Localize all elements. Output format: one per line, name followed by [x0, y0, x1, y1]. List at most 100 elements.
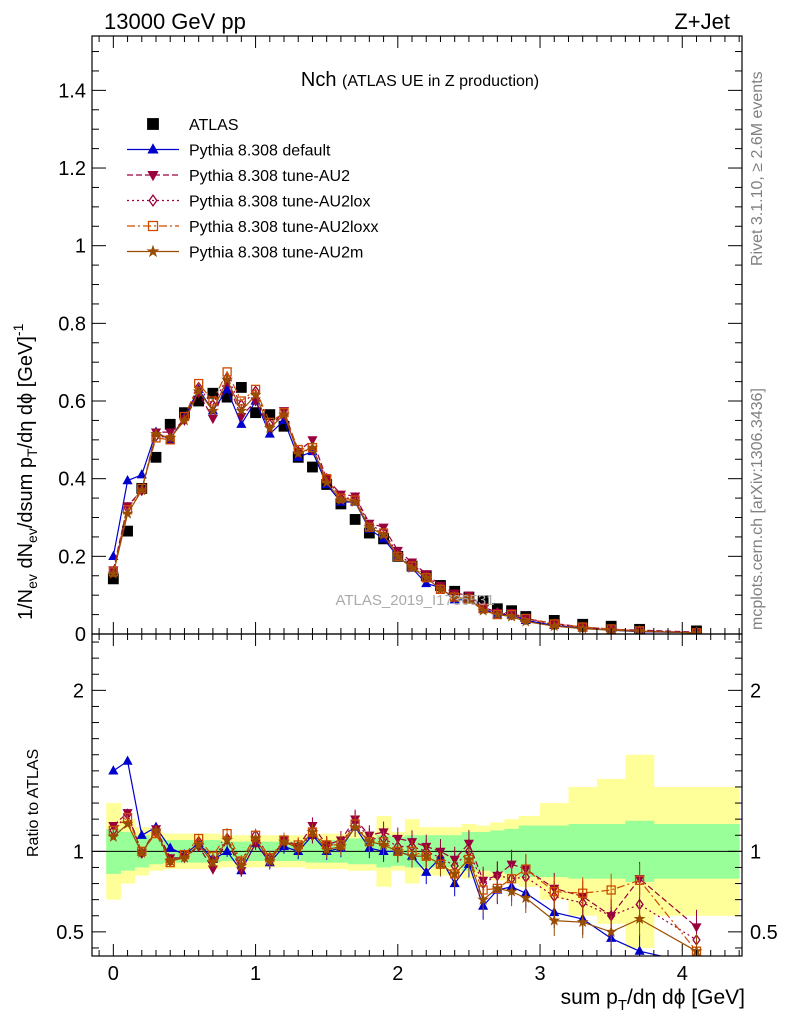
- x-tick-label: 4: [677, 963, 688, 985]
- data-point: [391, 550, 404, 562]
- data-point: [164, 854, 177, 867]
- y-tick-label: 0: [75, 624, 86, 646]
- legend-marker: [147, 170, 159, 182]
- data-point: [135, 484, 148, 496]
- data-point: [306, 825, 319, 838]
- data-point: [448, 590, 461, 603]
- data-point: [576, 915, 589, 928]
- legend-marker: [146, 244, 160, 258]
- data-point: [107, 567, 120, 579]
- legend-entry-pythia-8-308-tune-au2: Pythia 8.308 tune-AU2: [127, 168, 350, 185]
- data-point: [306, 441, 319, 453]
- data-point: [235, 382, 247, 393]
- main-subtitle: (ATLAS UE in Z production): [342, 73, 539, 90]
- data-point: [178, 851, 191, 863]
- data-point: [378, 523, 389, 533]
- data-point: [164, 418, 176, 430]
- ratio-y-tick-label-right: 2: [750, 680, 761, 702]
- legend-marker: [147, 118, 159, 130]
- data-point: [136, 469, 147, 479]
- data-point: [633, 912, 646, 924]
- header-left-label: 13000 GeV pp: [104, 9, 246, 34]
- data-point: [421, 577, 432, 588]
- data-point: [420, 571, 433, 583]
- data-point: [578, 888, 588, 898]
- data-point: [236, 418, 247, 428]
- data-point: [263, 421, 276, 434]
- legend-entry-pythia-8-308-default: Pythia 8.308 default: [127, 143, 331, 160]
- series-line-pythia-8-308-tune-au2: [112, 811, 697, 928]
- data-point: [521, 864, 531, 874]
- data-point: [178, 414, 191, 426]
- data-point: [108, 765, 119, 775]
- data-point: [477, 604, 490, 616]
- data-point: [692, 959, 701, 967]
- ratio-x-axis-label: sum pT/dη dϕ [GeV]: [561, 986, 745, 1014]
- legend-label: Pythia 8.308 tune-AU2loxx: [189, 219, 378, 236]
- legend-marker: [147, 143, 159, 154]
- data-point: [606, 623, 616, 634]
- data-point: [263, 854, 276, 867]
- legend-label: Pythia 8.308 tune-AU2m: [189, 245, 363, 262]
- data-point: [320, 843, 333, 855]
- legend-label: ATLAS: [189, 117, 239, 134]
- data-point: [505, 610, 518, 622]
- x-tick-label: 1: [250, 963, 261, 985]
- data-point: [150, 824, 162, 836]
- data-point: [519, 615, 532, 627]
- data-point: [150, 427, 162, 440]
- x-tick-label: 2: [392, 963, 403, 985]
- data-point: [121, 817, 134, 829]
- y-tick-label: 0.2: [58, 546, 86, 568]
- data-point: [292, 447, 305, 459]
- y-tick-label: 1: [75, 236, 86, 258]
- data-point: [192, 385, 205, 397]
- data-point: [320, 476, 333, 488]
- data-point: [420, 849, 433, 862]
- main-y-axis-label: 1/Nev dNev/dsum pT/dη dϕ [GeV]-1: [10, 323, 40, 620]
- legend-entry-pythia-8-308-tune-au2lox: Pythia 8.308 tune-AU2lox: [127, 194, 370, 211]
- data-point: [335, 840, 347, 852]
- legend-label: Pythia 8.308 tune-AU2lox: [189, 194, 370, 211]
- data-point: [278, 835, 290, 847]
- data-point: [391, 845, 404, 857]
- main-panel: ATLAS_2019_I1736531 Nch (ATLAS UE in Z p…: [10, 35, 743, 646]
- data-point: [549, 886, 559, 897]
- legend-entry-atlas: ATLAS: [147, 117, 239, 134]
- data-point: [235, 859, 248, 871]
- data-point: [448, 867, 461, 879]
- x-tick-label: 0: [108, 963, 119, 985]
- data-point: [491, 882, 504, 894]
- legend-marker: [148, 193, 158, 208]
- data-point: [150, 451, 162, 463]
- data-point: [136, 829, 147, 839]
- watermark: ATLAS_2019_I1736531: [335, 592, 494, 609]
- y-tick-label: 1.4: [58, 80, 86, 102]
- data-point: [249, 832, 262, 844]
- data-point: [463, 853, 475, 865]
- data-point: [377, 838, 390, 851]
- data-point: [406, 561, 418, 573]
- data-point: [207, 387, 219, 399]
- main-title-text: Nch: [301, 69, 337, 91]
- data-point: [463, 592, 475, 605]
- data-point: [505, 885, 518, 897]
- y-tick-label: 0.6: [58, 391, 86, 413]
- legend-entry-pythia-8-308-tune-au2m: Pythia 8.308 tune-AU2m: [127, 245, 363, 262]
- data-point: [377, 528, 390, 540]
- data-point: [606, 885, 616, 895]
- data-point: [206, 404, 219, 416]
- data-point: [335, 493, 347, 506]
- series-pythia-8-308-tune-au2m: [107, 817, 703, 956]
- x-tick-label: 3: [534, 963, 545, 985]
- main-title: Nch (ATLAS UE in Z production): [301, 69, 539, 91]
- data-point: [135, 846, 148, 858]
- ratio-frame: [91, 633, 743, 957]
- data-point: [109, 565, 118, 578]
- data-point: [363, 520, 376, 533]
- data-point: [491, 608, 504, 620]
- data-point: [294, 445, 303, 458]
- data-point: [363, 835, 376, 847]
- data-point: [122, 474, 133, 485]
